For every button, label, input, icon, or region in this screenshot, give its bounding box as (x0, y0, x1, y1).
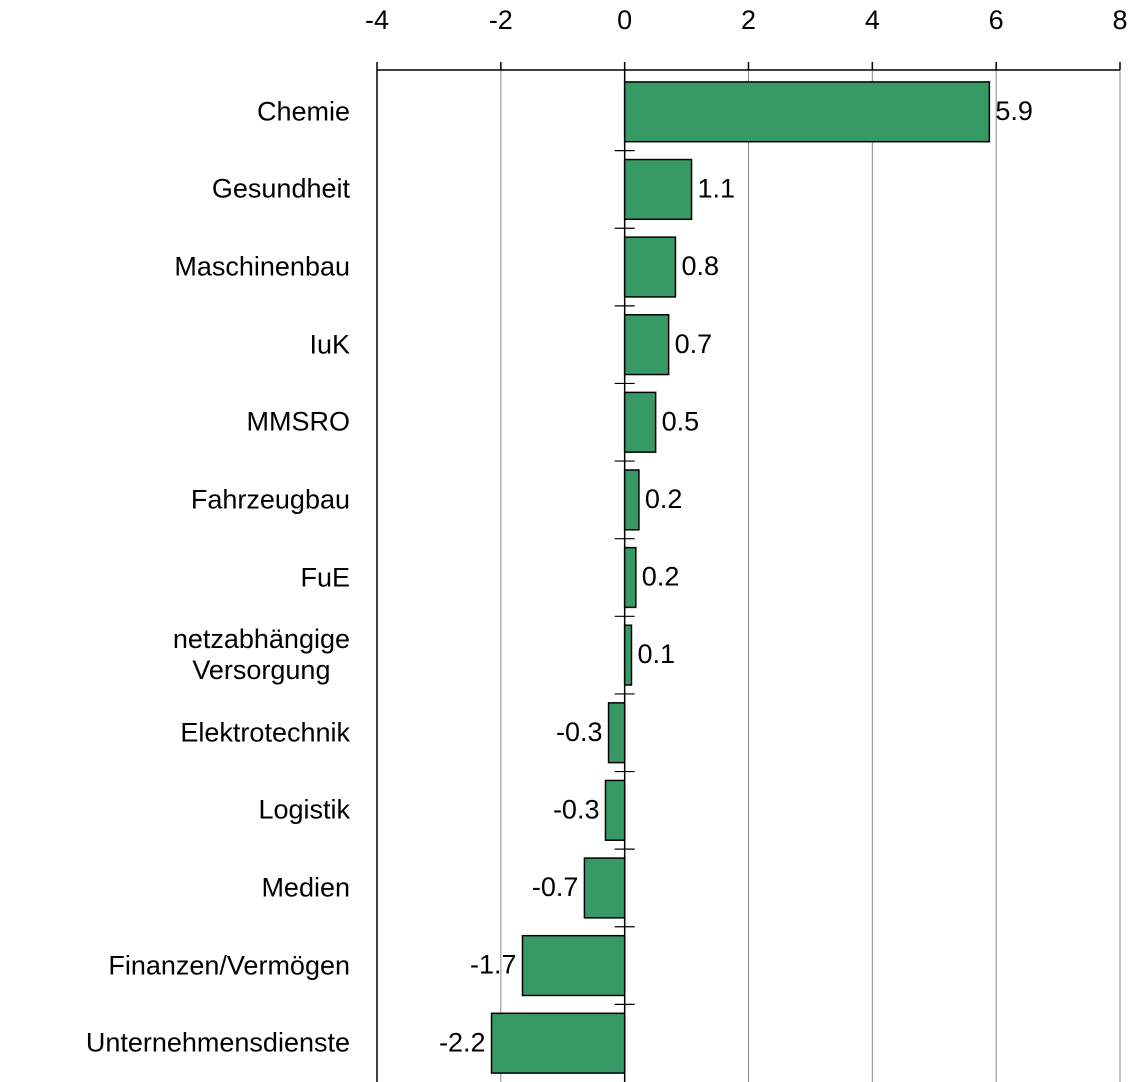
bar (490, 1012, 626, 1074)
y-tick-label: netzabhängige Versorgung (172, 624, 350, 686)
value-label: 0.7 (675, 329, 713, 359)
bar (623, 314, 670, 376)
bar (583, 857, 626, 919)
y-tick-label: Elektrotechnik (180, 717, 350, 748)
bar (604, 779, 626, 841)
bar (623, 624, 633, 686)
bar (623, 469, 640, 531)
y-tick-label: Chemie (256, 96, 350, 127)
bar (623, 546, 637, 609)
x-tick-label: -4 (365, 5, 389, 35)
x-tick-label: 8 (1112, 5, 1127, 35)
x-tick-label: 6 (989, 5, 1004, 35)
value-label: 5.9 (995, 96, 1033, 126)
value-label: 0.1 (637, 639, 675, 669)
bar (623, 236, 677, 298)
value-label: -0.7 (532, 872, 579, 902)
bar (607, 702, 626, 764)
y-tick-label: Gesundheit (211, 173, 350, 204)
bar (623, 391, 657, 453)
y-tick-label: MMSRO (246, 406, 351, 437)
y-tick-label: Fahrzeugbau (190, 484, 350, 515)
bar (623, 81, 991, 143)
value-label: 0.8 (681, 251, 719, 281)
value-label: -2.2 (439, 1027, 486, 1057)
value-label: 0.2 (645, 484, 683, 514)
bar (521, 934, 626, 997)
x-tick-label: -2 (489, 5, 513, 35)
y-tick-label: Medien (261, 872, 350, 903)
x-tick-label: 2 (741, 5, 756, 35)
value-label: 0.5 (662, 406, 700, 436)
y-tick-label: FuE (300, 562, 350, 592)
value-label: -1.7 (470, 950, 517, 980)
y-tick-label: Finanzen/Vermögen (108, 950, 350, 981)
y-tick-label: Logistik (258, 794, 350, 825)
y-tick-label: Maschinenbau (174, 251, 350, 282)
value-label: -0.3 (556, 717, 603, 747)
x-tick-label: 0 (617, 5, 632, 35)
value-label: -0.3 (553, 794, 600, 824)
value-label: 0.2 (642, 562, 680, 592)
y-tick-label: Unternehmensdienste (85, 1027, 350, 1058)
bar (623, 158, 693, 221)
y-tick-label: IuK (309, 329, 350, 360)
value-label: 1.1 (698, 174, 736, 204)
x-tick-label: 4 (865, 5, 880, 35)
